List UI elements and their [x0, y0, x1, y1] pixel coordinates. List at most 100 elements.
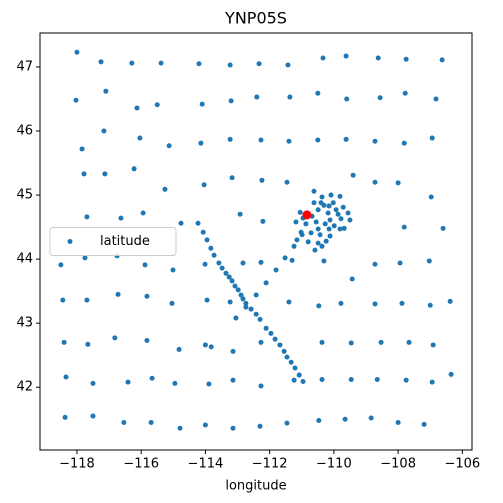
point — [300, 378, 306, 384]
point — [402, 90, 408, 96]
point — [315, 226, 321, 232]
point — [315, 240, 321, 246]
point — [348, 377, 354, 383]
point — [229, 278, 235, 284]
point — [401, 140, 407, 146]
y-tick-label: 44 — [16, 252, 33, 267]
point — [312, 247, 318, 253]
chart-title: YNP05S — [224, 9, 287, 28]
point — [272, 336, 278, 342]
point — [148, 419, 154, 425]
point — [162, 186, 168, 192]
point — [321, 258, 327, 264]
point — [254, 94, 260, 100]
point — [58, 262, 64, 268]
point — [240, 260, 246, 266]
point — [63, 374, 69, 380]
point — [447, 298, 453, 304]
point — [288, 359, 294, 365]
point — [284, 354, 290, 360]
point — [142, 262, 148, 268]
point — [115, 291, 121, 297]
point — [327, 233, 333, 239]
point — [202, 261, 208, 267]
point — [374, 377, 380, 383]
x-tick-label: −110 — [316, 457, 352, 472]
point — [286, 299, 292, 305]
point — [340, 204, 346, 210]
point — [263, 325, 269, 331]
point — [433, 96, 439, 102]
point — [257, 316, 263, 322]
point — [257, 423, 263, 429]
point — [82, 255, 88, 261]
x-tick-label: −116 — [123, 457, 159, 472]
point — [331, 223, 337, 229]
point — [253, 292, 259, 298]
point — [256, 61, 262, 67]
point — [73, 97, 79, 103]
point — [90, 380, 96, 386]
point — [287, 94, 293, 100]
point — [315, 90, 321, 96]
point — [342, 416, 348, 422]
point — [208, 245, 214, 251]
point — [216, 260, 222, 266]
point — [137, 135, 143, 141]
point — [259, 177, 265, 183]
point — [284, 179, 290, 185]
point — [427, 302, 433, 308]
point — [102, 171, 108, 177]
point — [421, 421, 427, 427]
point — [285, 62, 291, 68]
point — [315, 137, 321, 143]
point — [258, 383, 264, 389]
point — [297, 209, 303, 215]
point — [294, 237, 300, 243]
point — [303, 221, 309, 227]
point — [330, 200, 336, 206]
point — [328, 192, 334, 198]
point — [403, 377, 409, 383]
point — [258, 259, 264, 265]
point — [395, 419, 401, 425]
point — [176, 346, 182, 352]
point — [333, 207, 339, 213]
point — [235, 287, 241, 293]
point — [403, 56, 409, 62]
y-tick-label: 43 — [16, 316, 33, 331]
point — [243, 304, 249, 310]
point — [204, 297, 210, 303]
legend-box — [49, 227, 177, 256]
point — [378, 339, 384, 345]
point — [140, 210, 146, 216]
point — [338, 216, 344, 222]
point — [62, 414, 68, 420]
point — [347, 217, 353, 223]
point — [103, 88, 109, 94]
point — [230, 348, 236, 354]
point — [200, 229, 206, 235]
point — [79, 146, 85, 152]
point — [131, 166, 137, 172]
point — [326, 226, 332, 232]
point — [326, 203, 332, 209]
legend-label: latitude — [100, 234, 150, 249]
point — [201, 182, 207, 188]
point — [311, 200, 317, 206]
point — [337, 193, 343, 199]
point — [196, 61, 202, 67]
point — [372, 261, 378, 267]
point — [319, 243, 325, 249]
point — [101, 128, 107, 134]
point — [258, 137, 264, 143]
point — [319, 194, 325, 200]
point — [121, 419, 127, 425]
point — [158, 60, 164, 66]
point — [399, 300, 405, 306]
point — [338, 300, 344, 306]
point — [166, 143, 172, 149]
point — [430, 342, 436, 348]
y-tick-label: 47 — [16, 59, 33, 74]
point — [202, 342, 208, 348]
